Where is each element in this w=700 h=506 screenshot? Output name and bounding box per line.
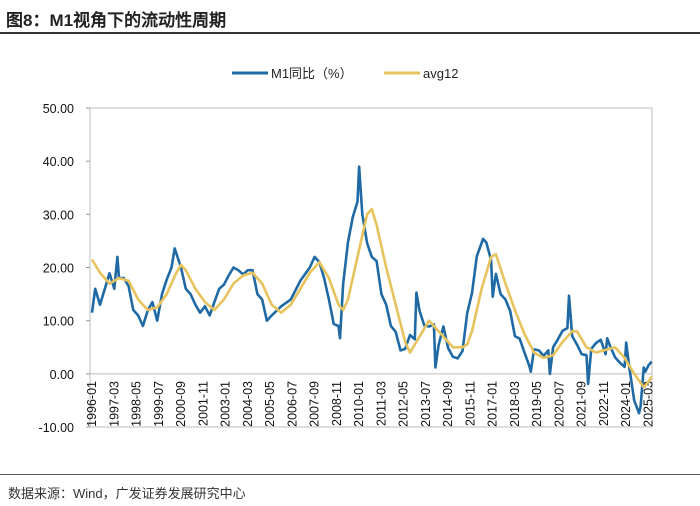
series-m1-line [90,165,653,415]
y-tick-label: -10.00 [39,421,74,435]
x-tick-label: 1999-07 [152,381,166,427]
x-tick-label: 2025-03 [642,381,656,427]
x-tick-label: 2001-11 [196,381,210,426]
series-avg12-line [90,207,653,389]
x-tick-label: 2021-09 [575,381,589,427]
legend-label-m1: M1同比（%） [271,66,353,81]
x-tick-label: 2022-11 [597,381,611,426]
x-tick-label: 2004-03 [241,381,255,427]
x-tick-label: 2003-01 [219,381,233,427]
x-tick-label: 2010-01 [352,381,366,427]
x-tick-label: 2015-11 [463,381,477,426]
x-tick-label: 2012-05 [397,381,411,427]
x-tick-label: 1997-03 [107,381,121,427]
x-tick-label: 2007-09 [308,381,322,427]
x-tick-label: 2011-03 [374,381,388,426]
y-tick-label: 50.00 [43,102,74,116]
x-tick-label: 2005-05 [263,381,277,427]
source-note: 数据来源：Wind，广发证券发展研究中心 [8,486,246,501]
y-tick-label: 20.00 [43,262,74,276]
x-tick-label: 2013-07 [419,381,433,427]
x-tick-label: 2019-05 [530,381,544,427]
x-tick-label: 2017-01 [486,381,500,427]
y-tick-label: 40.00 [43,155,74,169]
page-title: 图8：M1视角下的流动性周期 [6,11,227,30]
legend: M1同比（%） avg12 [232,66,458,81]
y-tick-label: 0.00 [50,368,74,382]
x-tick-label: 1996-01 [85,381,99,427]
y-tick-label: 10.00 [43,315,74,329]
x-tick-label: 2006-07 [285,381,299,427]
axes: 50.00 40.00 30.00 20.00 10.00 0.00 -10.00 1996-… [39,102,656,435]
x-tick-label: 2008-11 [330,381,344,426]
x-tick-label: 1998-05 [130,381,144,427]
x-tick-label: 2024-01 [619,381,633,427]
x-tick-label: 2020-07 [552,381,566,427]
y-tick-label: 30.00 [43,208,74,222]
x-tick-label: 2018-03 [508,381,522,427]
footer-divider [0,474,700,475]
legend-label-avg12: avg12 [423,66,458,81]
x-tick-label: 2014-09 [441,381,455,427]
plot-area-border [89,107,653,428]
title-divider [0,32,700,34]
x-tick-label: 2000-09 [174,381,188,427]
series-lines [90,165,653,415]
